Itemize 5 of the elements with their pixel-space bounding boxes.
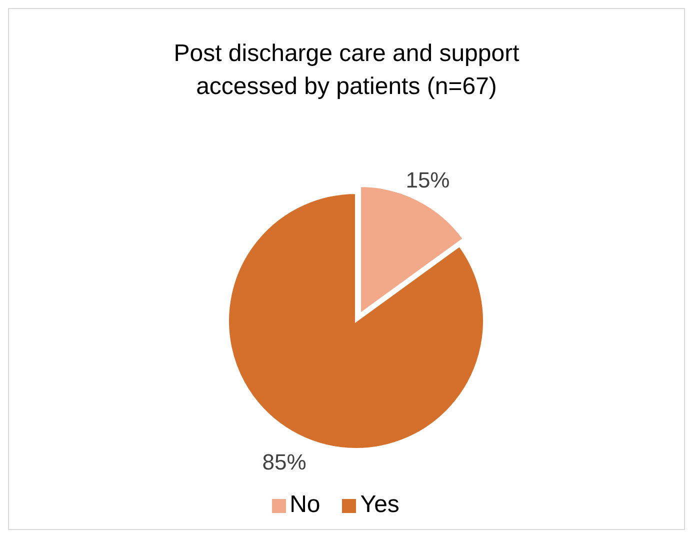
legend-label: Yes <box>360 491 400 518</box>
data-label: 85% <box>262 449 306 474</box>
chart-title: Post discharge care and support accessed by patients (n=67) <box>172 39 520 102</box>
data-label: 15% <box>406 168 450 193</box>
legend-label: No <box>290 491 320 518</box>
